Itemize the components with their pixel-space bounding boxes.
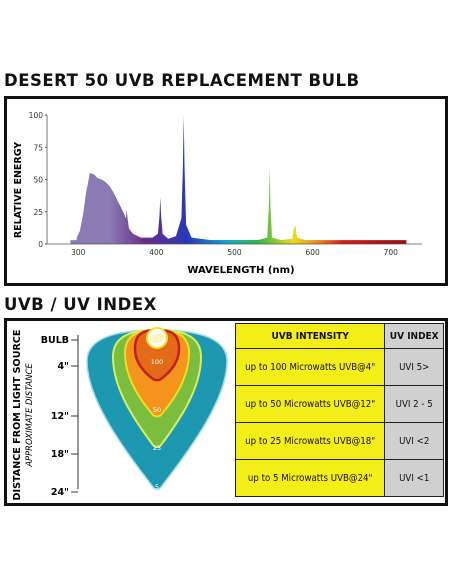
uv-index-title: UVB / UV INDEX [4, 295, 157, 314]
y-ticks-group: 0 25 50 75 100 [29, 111, 47, 249]
zone-25-label: 25 [153, 444, 161, 452]
y-tick-label: 0 [38, 240, 43, 249]
uvb-intensity-cell: up to 25 Microwatts UVB@18" [234, 422, 386, 460]
uv-index-header: UV INDEX [384, 323, 444, 349]
uv-index-cell: UVI 5> [384, 348, 444, 386]
zone-100-shape [133, 328, 181, 382]
distance-axis-sublabel: APPROXIMATE DISTANCE [24, 363, 34, 468]
zone-100-label: 100 [151, 358, 163, 366]
spectrum-title: DESERT 50 UVB REPLACEMENT BULB [4, 71, 360, 90]
zone-50-label: 50 [153, 406, 161, 414]
table-row: up to 50 Microwatts UVB@12" UVI 2 - 5 [234, 385, 444, 423]
uv-index-cell: UVI <1 [384, 459, 444, 497]
table-row: up to 100 Microwatts UVB@4" UVI 5> [234, 348, 444, 386]
spectrum-chart-panel: 0 25 50 75 100 300 400 500 600 700 RELATIVE ENER… [4, 96, 448, 286]
spectrum-area [76, 115, 391, 244]
spectrum-chart-svg: 0 25 50 75 100 300 400 500 600 700 RELATIVE ENER… [13, 111, 422, 276]
x-ticks-group: 300 400 500 600 700 [71, 248, 398, 257]
y-tick-label: 100 [29, 111, 44, 120]
table-row: up to 5 Microwatts UVB@24" UVI <1 [234, 459, 444, 497]
uv-index-panel: DISTANCE FROM LIGHT SOURCE APPROXIMATE D… [4, 318, 448, 506]
uv-diagram-svg: DISTANCE FROM LIGHT SOURCE APPROXIMATE D… [12, 327, 228, 501]
x-tick-label: 400 [149, 248, 164, 257]
x-axis-label: WAVELENGTH (nm) [187, 265, 294, 276]
distance-tick-label: 4" [57, 361, 69, 372]
distance-tick-label: 18" [51, 449, 69, 460]
uv-index-cell: UVI 2 - 5 [384, 385, 444, 423]
x-tick-label: 700 [384, 248, 399, 257]
distance-tick-label: BULB [41, 335, 69, 346]
zone-5-label: 5 [155, 483, 159, 491]
uvb-intensity-cell: up to 50 Microwatts UVB@12" [234, 385, 386, 423]
x-tick-label: 300 [71, 248, 86, 257]
uvb-intensity-cell: up to 100 Microwatts UVB@4" [234, 348, 386, 386]
bulb-icon [150, 333, 164, 343]
x-tick-label: 600 [305, 248, 320, 257]
y-tick-label: 25 [33, 208, 43, 217]
x-tick-label: 500 [227, 248, 242, 257]
distance-tick-label: 24" [51, 487, 69, 498]
distance-tick-label: 12" [51, 411, 69, 422]
y-axis-label: RELATIVE ENERGY [13, 142, 24, 238]
distance-axis-label: DISTANCE FROM LIGHT SOURCE [12, 330, 23, 501]
uv-index-table: UVB INTENSITY UV INDEX up to 100 Microwa… [234, 323, 444, 497]
y-tick-label: 75 [33, 143, 43, 152]
table-row: up to 25 Microwatts UVB@18" UVI <2 [234, 422, 444, 460]
y-tick-label: 50 [33, 176, 43, 185]
uvb-intensity-cell: up to 5 Microwatts UVB@24" [234, 459, 386, 497]
uv-index-cell: UVI <2 [384, 422, 444, 460]
uvb-intensity-header: UVB INTENSITY [234, 323, 386, 349]
